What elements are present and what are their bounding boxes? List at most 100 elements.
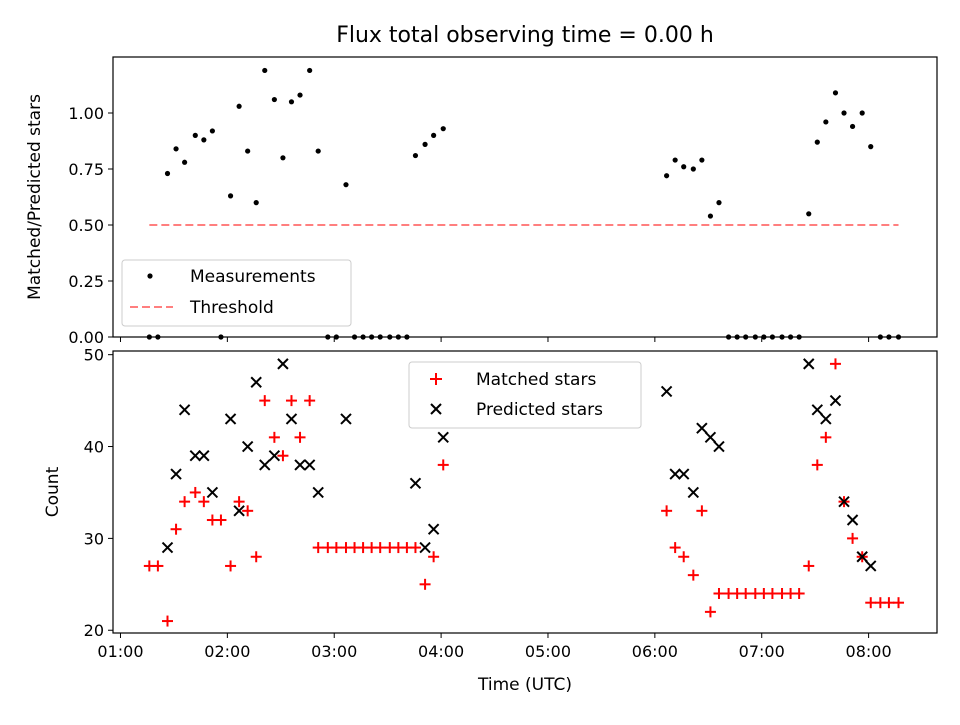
bottom-y-tick-label: 20 bbox=[84, 621, 104, 640]
bottom-y-tick-label: 40 bbox=[84, 438, 104, 457]
matched-star-point bbox=[294, 431, 306, 443]
measurement-point bbox=[681, 164, 687, 170]
measurement-point bbox=[227, 193, 234, 199]
legend-predicted-marker bbox=[430, 403, 442, 415]
matched-star-point bbox=[428, 551, 440, 563]
measurement-point bbox=[849, 123, 856, 130]
legend-measurements-label: Measurements bbox=[190, 267, 316, 287]
predicted-star-point bbox=[241, 440, 254, 453]
top-y-tick-label: 0.00 bbox=[68, 328, 104, 347]
bottom-y-ticks: 20 30 40 50 bbox=[84, 346, 113, 640]
matched-star-point bbox=[811, 459, 823, 471]
x-axis-label: Time (UTC) bbox=[477, 675, 572, 695]
legend-measurements-marker bbox=[147, 273, 153, 279]
measurement-point bbox=[716, 200, 722, 206]
bottom-plot-area bbox=[143, 358, 905, 627]
x-tick-label: 06:00 bbox=[632, 642, 678, 661]
measurement-point bbox=[315, 148, 321, 154]
matched-star-point bbox=[865, 597, 877, 609]
matched-star-point bbox=[437, 459, 449, 471]
matched-star-point bbox=[847, 532, 859, 544]
predicted-star-point bbox=[268, 450, 281, 462]
matched-star-point bbox=[883, 597, 895, 609]
predicted-star-point bbox=[198, 450, 210, 462]
matched-star-point bbox=[259, 395, 271, 407]
top-legend-box bbox=[121, 259, 352, 327]
legend-matched-label: Matched stars bbox=[476, 370, 596, 390]
legend-predicted-label: Predicted stars bbox=[476, 400, 603, 420]
chart-title: Flux total observing time = 0.00 h bbox=[336, 23, 714, 48]
measurement-point bbox=[832, 90, 839, 96]
top-panel: Flux total observing time = 0.00 h Match… bbox=[25, 23, 938, 347]
measurement-point bbox=[806, 211, 812, 217]
predicted-star-point bbox=[803, 358, 815, 370]
predicted-star-point bbox=[294, 459, 306, 471]
bottom-legend: Matched stars Predicted stars bbox=[408, 361, 642, 429]
matched-star-point bbox=[803, 560, 815, 572]
matched-star-point bbox=[766, 588, 778, 600]
measurement-point bbox=[307, 67, 313, 74]
measurement-point bbox=[841, 110, 847, 116]
x-tick-label: 02:00 bbox=[204, 642, 250, 661]
legend-matched-marker bbox=[430, 373, 442, 385]
measurement-point bbox=[236, 103, 242, 109]
matched-star-point bbox=[820, 431, 832, 443]
matched-star-point bbox=[277, 450, 289, 462]
matched-star-point bbox=[250, 551, 262, 563]
matched-star-point bbox=[304, 395, 316, 407]
x-tick-label: 08:00 bbox=[846, 642, 892, 661]
measurement-point bbox=[201, 137, 207, 143]
top-y-tick-label: 0.50 bbox=[68, 216, 104, 235]
matched-star-point bbox=[687, 569, 699, 581]
predicted-star-point bbox=[419, 541, 431, 554]
measurement-point bbox=[699, 157, 705, 163]
predicted-star-point bbox=[660, 385, 673, 398]
matched-star-point bbox=[215, 514, 227, 526]
bottom-panel: Count Time (UTC) 20 30 40 50 01:00 02:00 03:0… bbox=[43, 346, 938, 695]
measurement-point bbox=[690, 166, 696, 172]
matched-star-point bbox=[740, 588, 752, 600]
matched-star-point bbox=[330, 542, 342, 554]
matched-star-point bbox=[233, 496, 245, 508]
measurement-point bbox=[422, 141, 428, 147]
predicted-star-point bbox=[829, 394, 842, 407]
predicted-star-point bbox=[669, 468, 681, 480]
measurement-point bbox=[182, 159, 188, 165]
predicted-star-point bbox=[178, 404, 191, 416]
bottom-x-ticks: 01:00 02:00 03:00 04:00 05:00 06:00 07:00 08:00 bbox=[97, 633, 892, 661]
top-legend: Measurements Threshold bbox=[121, 259, 352, 327]
predicted-star-point bbox=[170, 468, 182, 480]
top-plot-area bbox=[146, 67, 902, 340]
matched-star-point bbox=[829, 358, 841, 370]
predicted-star-point bbox=[224, 413, 237, 425]
matched-star-point bbox=[170, 523, 182, 535]
matched-star-point bbox=[704, 606, 716, 618]
matched-star-point bbox=[893, 597, 905, 609]
predicted-star-point bbox=[838, 495, 850, 508]
matched-star-point bbox=[179, 496, 191, 508]
measurement-point bbox=[164, 170, 171, 177]
predicted-star-point bbox=[820, 413, 832, 425]
predicted-star-point bbox=[811, 404, 824, 416]
top-y-tick-label: 0.75 bbox=[68, 160, 104, 179]
top-y-ticks: 0.00 0.25 0.50 0.75 1.00 bbox=[68, 104, 113, 347]
predicted-star-point bbox=[312, 486, 324, 499]
measurement-point bbox=[192, 132, 198, 138]
matched-star-point bbox=[669, 542, 681, 554]
measurement-point bbox=[664, 173, 670, 179]
bottom-y-axis-label: Count bbox=[43, 466, 63, 517]
predicted-star-point bbox=[161, 541, 174, 554]
matched-star-point bbox=[661, 505, 673, 517]
matched-star-point bbox=[312, 542, 324, 554]
bottom-axes-frame bbox=[112, 350, 938, 634]
measurement-point bbox=[253, 200, 259, 206]
predicted-star-point bbox=[189, 450, 202, 462]
measurement-point bbox=[412, 152, 419, 159]
x-tick-label: 04:00 bbox=[418, 642, 464, 661]
predicted-star-point bbox=[696, 422, 708, 434]
matched-star-point bbox=[696, 505, 708, 517]
measurement-point bbox=[431, 132, 437, 138]
predicted-star-point bbox=[409, 477, 422, 489]
x-tick-label: 07:00 bbox=[739, 642, 785, 661]
matched-star-point bbox=[198, 496, 210, 508]
